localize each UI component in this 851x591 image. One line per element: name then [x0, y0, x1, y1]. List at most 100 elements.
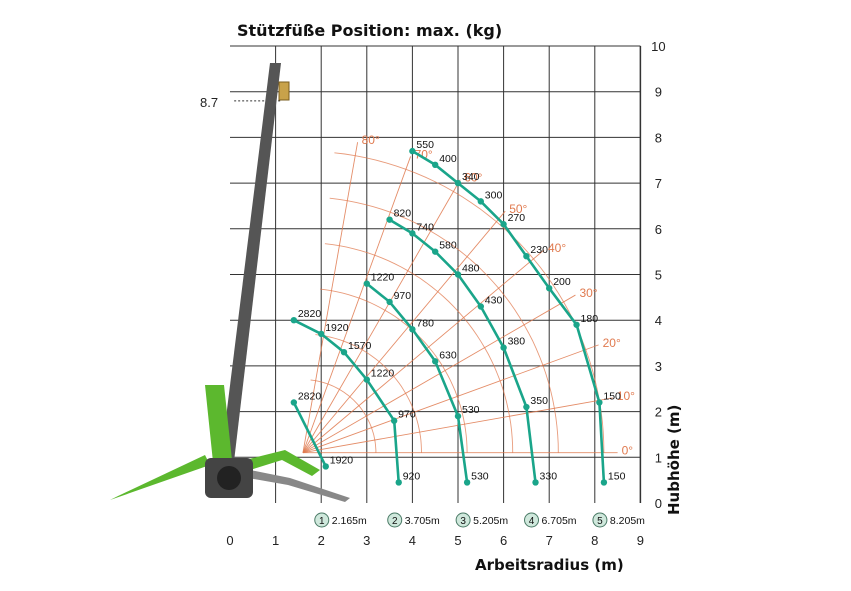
angle-label: 60°: [464, 171, 482, 185]
capacity-points: 1920282092097012201570192028205305306307…: [290, 139, 626, 486]
data-point: [386, 216, 393, 223]
x-axis-title: Arbeitsradius (m): [475, 556, 624, 574]
y-tick-label: 9: [655, 85, 662, 100]
data-label: 380: [508, 336, 526, 348]
crane-lower-boom: [205, 385, 232, 462]
chart-title: Stützfüße Position: max. (kg): [237, 21, 502, 40]
data-label: 530: [462, 404, 480, 416]
data-point: [546, 285, 553, 292]
data-point: [390, 417, 398, 424]
capacity-curve: [411, 149, 606, 483]
data-label: 180: [581, 313, 599, 325]
data-label: 400: [439, 153, 457, 165]
angle-label: 10°: [617, 389, 635, 403]
angle-label: 40°: [548, 241, 566, 255]
data-label: 2820: [298, 390, 322, 402]
data-point: [463, 479, 471, 486]
angle-arc: [320, 288, 468, 453]
x-tick-label: 1: [272, 533, 279, 548]
capacity-curve: [292, 401, 327, 467]
radius-label: 2.165m: [332, 515, 367, 527]
y-tick-label: 0: [655, 496, 662, 511]
data-point: [500, 344, 507, 351]
data-label: 1220: [371, 272, 395, 284]
data-label: 480: [462, 263, 480, 275]
radius-marker-number: 1: [319, 516, 325, 527]
crane-illustration: [110, 63, 350, 502]
crane-hook: [278, 81, 290, 101]
data-point: [432, 161, 439, 169]
angle-arc: [315, 334, 422, 453]
data-label: 150: [608, 470, 626, 482]
radius-markers: 1 2.165m 2 3.705m 3 5.205m 4 6.705m 5 8.205m: [314, 512, 645, 528]
radius-label: 3.705m: [405, 515, 440, 527]
data-label: 1570: [348, 340, 372, 352]
data-point: [523, 403, 530, 411]
data-label: 780: [416, 317, 434, 329]
y-tick-label: 6: [655, 222, 662, 237]
x-tick-label: 7: [546, 533, 553, 548]
y-tick-label: 7: [655, 176, 662, 191]
radius-marker-circle: [592, 512, 608, 528]
x-tick-label: 8: [591, 533, 598, 548]
angle-arc: [324, 243, 514, 453]
angle-line: [302, 210, 506, 454]
x-tick-label: 6: [500, 533, 507, 548]
crane-leg-left: [110, 455, 210, 500]
y-tick-label: 3: [655, 359, 662, 374]
data-label: 550: [416, 139, 434, 151]
radius-marker-circle: [314, 512, 330, 528]
data-point: [523, 253, 530, 260]
angle-line: [302, 249, 545, 454]
data-point: [432, 248, 439, 255]
data-label: 2820: [298, 308, 322, 320]
radius-label: 6.705m: [542, 515, 577, 527]
angle-label: 50°: [509, 202, 527, 216]
capacity-curve: [388, 218, 537, 483]
data-label: 820: [394, 208, 412, 220]
angle-label: 70°: [415, 147, 433, 161]
angle-arc: [334, 152, 605, 453]
data-point: [532, 479, 539, 486]
max-height-label: 8.7: [200, 95, 218, 110]
data-label: 630: [439, 349, 457, 361]
angle-label: 0°: [622, 444, 634, 458]
angle-line: [302, 397, 613, 454]
data-label: 530: [471, 470, 489, 482]
grid: [230, 45, 642, 503]
data-point: [454, 271, 462, 278]
capacity-curve: [293, 319, 400, 483]
radius-marker-circle: [387, 512, 403, 528]
angle-arc: [310, 379, 377, 453]
x-tick-label: 4: [409, 533, 416, 548]
capacity-curve: [365, 282, 469, 483]
angle-line: [302, 142, 359, 453]
axis-ticks: 0 1 2 3 4 5 6 7 8 9 0 1 2 3 4 5 6 7 8 9 10: [226, 39, 665, 548]
x-tick-label: 9: [637, 533, 644, 548]
angle-label: 80°: [362, 133, 380, 147]
angle-label: 30°: [579, 286, 597, 300]
data-label: 740: [416, 221, 434, 233]
crane-leg-right: [245, 450, 320, 476]
x-tick-label: 5: [454, 533, 461, 548]
data-label: 970: [398, 409, 416, 421]
data-point: [454, 179, 462, 187]
y-tick-label: 1: [655, 450, 662, 465]
data-point: [363, 376, 370, 383]
data-point: [340, 348, 348, 356]
data-point: [322, 463, 329, 470]
data-point: [500, 221, 507, 228]
y-tick-label: 5: [655, 268, 662, 283]
radius-label: 8.205m: [610, 515, 645, 527]
x-tick-label: 0: [226, 533, 233, 548]
x-tick-label: 2: [318, 533, 325, 548]
data-label: 150: [603, 390, 621, 402]
data-label: 300: [485, 189, 503, 201]
crane-wheel: [217, 466, 241, 490]
y-tick-label: 4: [655, 313, 662, 328]
data-point: [290, 399, 298, 406]
data-label: 1920: [330, 454, 354, 466]
y-axis-title: Hubhöhe (m): [665, 405, 683, 515]
radius-marker-circle: [524, 512, 540, 528]
data-label: 970: [394, 290, 412, 302]
